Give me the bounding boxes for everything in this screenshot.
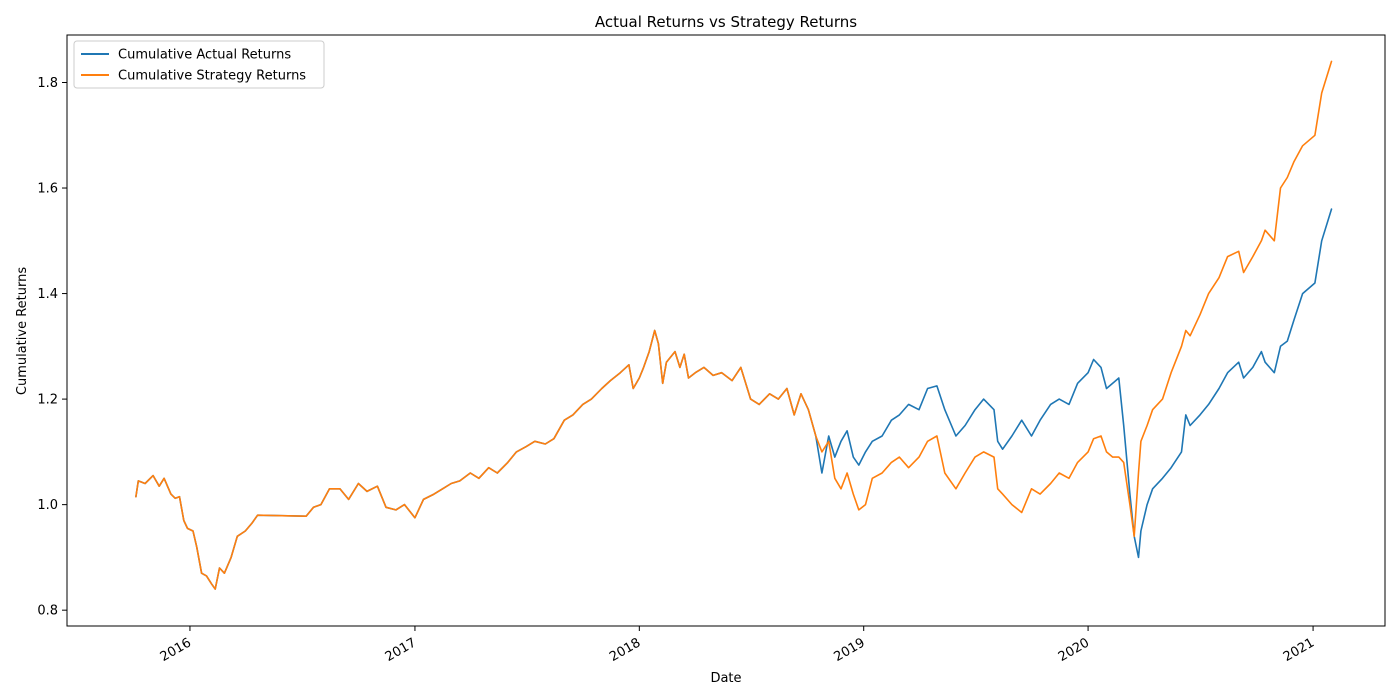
y-tick-label: 0.8 bbox=[37, 604, 58, 619]
legend: Cumulative Actual Returns Cumulative Str… bbox=[73, 40, 325, 89]
series-layer bbox=[135, 60, 1333, 590]
series-line-strategy bbox=[135, 60, 1333, 590]
chart-title: Actual Returns vs Strategy Returns bbox=[595, 13, 857, 31]
plot-frame bbox=[66, 34, 1386, 627]
y-tick-label: 1.0 bbox=[37, 498, 58, 513]
y-axis-title: Cumulative Returns bbox=[15, 267, 30, 395]
y-tick-label: 1.6 bbox=[37, 182, 58, 197]
legend-label-strategy: Cumulative Strategy Returns bbox=[118, 69, 306, 84]
legend-box bbox=[73, 40, 325, 89]
y-tick-label: 1.8 bbox=[37, 76, 58, 91]
y-axis: 0.8 1.0 1.2 1.4 1.6 1.8 bbox=[37, 76, 67, 619]
legend-label-actual: Cumulative Actual Returns bbox=[118, 48, 291, 63]
y-tick-label: 1.4 bbox=[37, 287, 58, 302]
y-tick-label: 1.2 bbox=[37, 393, 58, 408]
x-axis-title: Date bbox=[710, 671, 741, 686]
